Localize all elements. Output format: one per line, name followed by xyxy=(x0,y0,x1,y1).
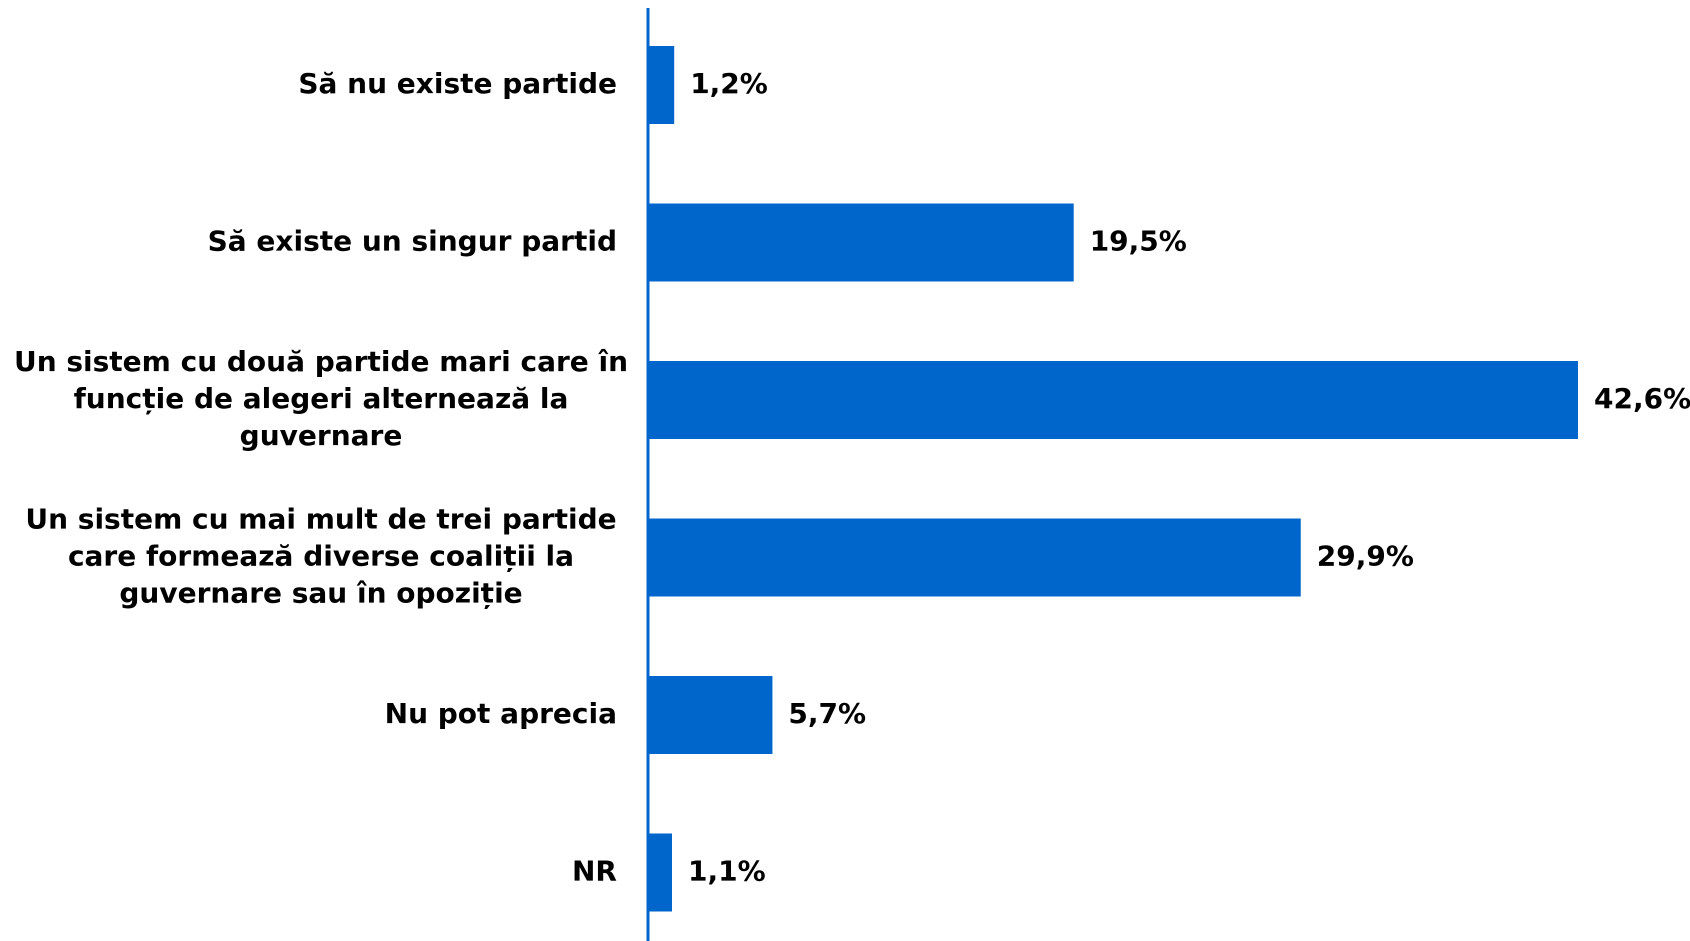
category-label-line: Un sistem cu două partide mari care în xyxy=(14,345,628,378)
category-label-line: Nu pot aprecia xyxy=(385,697,617,730)
category-label: Să existe un singur partid xyxy=(208,225,617,258)
category-label-line: care formează diverse coaliții la xyxy=(68,540,574,573)
bar xyxy=(648,46,675,124)
value-label: 29,9% xyxy=(1317,540,1414,573)
category-label: Un sistem cu mai mult de trei partide car… xyxy=(25,503,616,610)
value-label: 1,2% xyxy=(690,67,768,100)
value-labels: 1,2% 19,5% 42,6% 29,9% 5,7% 1,1% xyxy=(688,67,1690,888)
category-label: NR xyxy=(572,855,617,888)
bar xyxy=(648,361,1578,439)
category-label-line: Un sistem cu mai mult de trei partide xyxy=(25,503,616,536)
value-label: 42,6% xyxy=(1594,382,1690,415)
bar xyxy=(648,676,773,754)
bar xyxy=(648,518,1301,597)
category-label-line: Să existe un singur partid xyxy=(208,225,617,258)
category-label-line: funcție de alegeri alternează la xyxy=(74,382,569,415)
category-labels: Să nu existe partide Să existe un singur … xyxy=(14,67,628,888)
category-label: Nu pot aprecia xyxy=(385,697,617,730)
value-label: 5,7% xyxy=(788,697,866,730)
bars-group xyxy=(648,46,1578,912)
category-label-line: Să nu existe partide xyxy=(298,67,617,100)
bar xyxy=(648,203,1074,282)
category-label: Un sistem cu două partide mari care în fu… xyxy=(14,345,628,452)
category-label: Să nu existe partide xyxy=(298,67,617,100)
value-label: 1,1% xyxy=(688,855,766,888)
bar xyxy=(648,833,673,912)
category-label-line: guvernare sau în opoziție xyxy=(119,577,522,610)
category-label-line: NR xyxy=(572,855,617,888)
category-label-line: guvernare xyxy=(240,419,403,452)
value-label: 19,5% xyxy=(1090,225,1187,258)
